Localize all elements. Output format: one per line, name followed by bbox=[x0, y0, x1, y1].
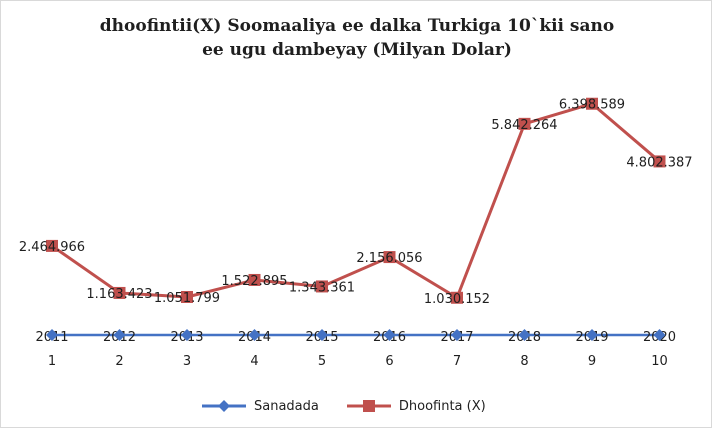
x-tick-label: 2 bbox=[115, 354, 123, 369]
x-tick-label: 7 bbox=[453, 354, 461, 369]
point-sanadada bbox=[383, 329, 396, 341]
x-tick-label: 8 bbox=[520, 354, 528, 369]
x-tick-label: 4 bbox=[250, 354, 258, 369]
legend: Sanadada Dhoofinta (X) bbox=[200, 396, 520, 416]
x-tick-label: 1 bbox=[48, 354, 56, 369]
chart-title-line-2: ee ugu dambeyay (Milyan Dolar) bbox=[202, 40, 512, 60]
data-label: 1.030.152 bbox=[424, 292, 490, 307]
point-sanadada bbox=[46, 329, 58, 341]
point-sanadada bbox=[586, 329, 598, 341]
data-label: 4.802.387 bbox=[626, 155, 692, 170]
point-dhoofinta bbox=[181, 290, 193, 303]
legend-symbol-sanadada bbox=[202, 400, 246, 412]
data-label: 1.163.423 bbox=[86, 287, 152, 302]
data-label: 6.398.589 bbox=[559, 98, 625, 113]
legend-label-sanadada: Sanadada bbox=[254, 398, 319, 414]
data-label: 2.464.966 bbox=[19, 240, 85, 255]
x-tick-label: 9 bbox=[588, 354, 596, 369]
point-sanadada bbox=[451, 329, 463, 341]
point-dhoofinta bbox=[383, 251, 396, 264]
chart-title: dhoofintii(X) Soomaaliya ee dalka Turkig… bbox=[40, 14, 674, 62]
data-label: 1.343.361 bbox=[289, 280, 355, 295]
point-dhoofinta bbox=[653, 155, 666, 168]
legend-item-dhoofinta: Dhoofinta (X) bbox=[345, 399, 486, 414]
data-label: 5.842.264 bbox=[491, 118, 557, 133]
point-sanadada bbox=[518, 329, 531, 341]
legend-symbol-dhoofinta bbox=[346, 400, 391, 412]
point-dhoofinta bbox=[113, 286, 126, 299]
chart-title-line-1: dhoofintii(X) Soomaaliya ee dalka Turkig… bbox=[99, 16, 615, 36]
data-label: 1.051.799 bbox=[154, 291, 220, 306]
legend-item-sanadada: Sanadada bbox=[200, 399, 319, 414]
point-sanadada bbox=[248, 329, 261, 341]
data-label: 2.156.056 bbox=[356, 251, 422, 266]
point-sanadada bbox=[316, 329, 328, 341]
point-sanadada bbox=[181, 329, 193, 341]
point-dhoofinta bbox=[518, 117, 531, 130]
x-tick-label: 6 bbox=[385, 354, 393, 369]
series-line-dhoofinta bbox=[51, 102, 661, 300]
point-dhoofinta bbox=[46, 239, 58, 252]
point-sanadada bbox=[113, 329, 126, 341]
point-dhoofinta bbox=[248, 273, 261, 286]
x-tick-label: 5 bbox=[318, 354, 326, 369]
data-label: 1.522.895 bbox=[221, 274, 287, 289]
x-tick-label: 10 bbox=[651, 354, 668, 369]
point-sanadada bbox=[653, 329, 666, 341]
point-dhoofinta bbox=[586, 97, 598, 110]
point-dhoofinta bbox=[316, 280, 328, 293]
point-dhoofinta bbox=[451, 291, 463, 304]
x-tick-label: 3 bbox=[183, 354, 191, 369]
legend-label-dhoofinta: Dhoofinta (X) bbox=[398, 398, 486, 414]
